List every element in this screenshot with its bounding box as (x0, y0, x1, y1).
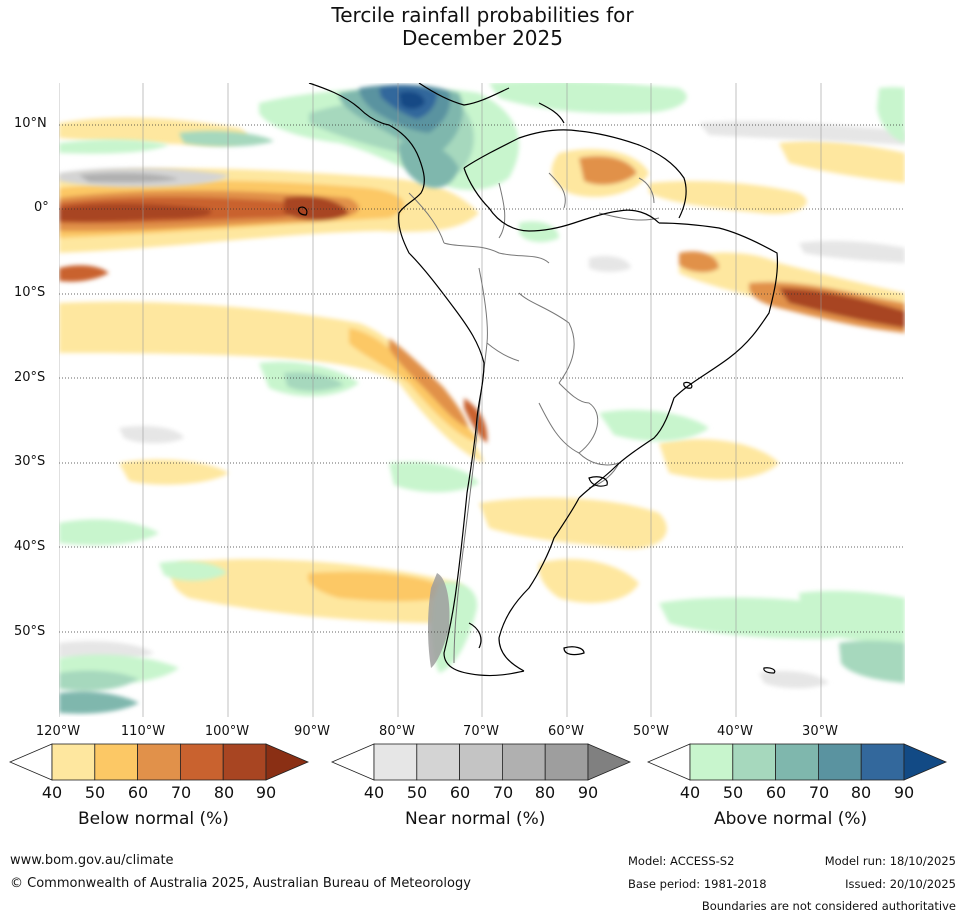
patagonia-near-normal-patch (428, 573, 450, 668)
near-tick-80: 80 (534, 783, 556, 802)
below-normal-segment-4 (179, 743, 224, 781)
lon-label-40w: 40°W (717, 724, 753, 739)
lon-label-30w: 30°W (802, 724, 838, 739)
above-tick-40: 40 (679, 783, 701, 802)
rainfall-probability-map (58, 82, 906, 718)
lon-label-70w: 70°W (463, 724, 499, 739)
above-tick-80: 80 (850, 783, 872, 802)
coastline (297, 83, 779, 677)
lon-label-120w: 120°W (35, 724, 81, 739)
above-normal-segment-2 (732, 743, 776, 781)
model-text: Model: ACCESS-S2 (628, 854, 735, 868)
lat-label-30s: 30°S (14, 454, 46, 469)
colorbar-near-normal (330, 743, 632, 781)
near-normal-label: Near normal (%) (405, 809, 546, 829)
near-normal-segment-4 (501, 743, 546, 781)
base-period-text: Base period: 1981-2018 (628, 877, 767, 891)
chart-title: Tercile rainfall probabilities for Decem… (0, 4, 965, 50)
above-normal-arrow-high (903, 743, 948, 781)
near-tick-60: 60 (449, 783, 471, 802)
website-text: www.bom.gov.au/climate (10, 853, 174, 868)
above-normal-segment-5 (860, 743, 905, 781)
lon-label-60w: 60°W (548, 724, 584, 739)
below-normal-segment-2 (94, 743, 139, 781)
below-normal-arrow-high (265, 743, 310, 781)
below-tick-50: 50 (84, 783, 106, 802)
near-normal-segment-5 (544, 743, 589, 781)
lon-label-80w: 80°W (379, 724, 415, 739)
title-line-1: Tercile rainfall probabilities for (331, 3, 634, 27)
above-normal-segment-4 (818, 743, 862, 781)
title-line-2: December 2025 (402, 26, 563, 50)
lon-label-50w: 50°W (633, 724, 669, 739)
lat-label-20s: 20°S (14, 370, 46, 385)
lon-label-110w: 110°W (120, 724, 166, 739)
colorbar-above-normal (646, 743, 948, 781)
near-tick-50: 50 (406, 783, 428, 802)
near-normal-segment-2 (416, 743, 460, 781)
below-normal-field (59, 117, 905, 623)
lat-label-10s: 10°S (14, 285, 46, 300)
colorbar-below-normal (8, 743, 310, 781)
near-normal-arrow-low (330, 743, 375, 781)
below-tick-80: 80 (213, 783, 235, 802)
longitude-gridlines (59, 83, 822, 717)
above-tick-60: 60 (765, 783, 787, 802)
above-tick-50: 50 (722, 783, 744, 802)
below-normal-arrow-low (8, 743, 53, 781)
lat-label-0: 0° (34, 200, 49, 215)
near-normal-arrow-high (587, 743, 632, 781)
below-normal-segment-5 (222, 743, 267, 781)
above-tick-70: 70 (808, 783, 830, 802)
lat-label-50s: 50°S (14, 624, 46, 639)
above-normal-label: Above normal (%) (714, 809, 868, 829)
lon-label-100w: 100°W (204, 724, 250, 739)
copyright-text: © Commonwealth of Australia 2025, Austra… (10, 876, 471, 891)
near-tick-40: 40 (363, 783, 385, 802)
model-run-text: Model run: 18/10/2025 (824, 854, 956, 868)
near-normal-segment-1 (373, 743, 418, 781)
lon-label-90w: 90°W (294, 724, 330, 739)
above-normal-segment-1 (689, 743, 734, 781)
below-tick-60: 60 (127, 783, 149, 802)
below-normal-segment-3 (137, 743, 181, 781)
near-tick-70: 70 (492, 783, 514, 802)
below-normal-label: Below normal (%) (78, 809, 229, 829)
colorbars (8, 743, 948, 781)
above-normal-arrow-low (646, 743, 691, 781)
near-normal-segment-3 (459, 743, 503, 781)
above-normal-segment-3 (775, 743, 819, 781)
lat-label-40s: 40°S (14, 539, 46, 554)
boundaries-disclaimer: Boundaries are not considered authoritat… (701, 899, 956, 913)
near-tick-90: 90 (577, 783, 599, 802)
map-canvas (59, 83, 905, 717)
below-tick-70: 70 (170, 783, 192, 802)
above-tick-90: 90 (893, 783, 915, 802)
issued-text: Issued: 20/10/2025 (845, 877, 956, 891)
below-normal-segment-1 (51, 743, 96, 781)
below-tick-40: 40 (41, 783, 63, 802)
lat-label-10n: 10°N (14, 116, 47, 131)
below-tick-90: 90 (255, 783, 277, 802)
